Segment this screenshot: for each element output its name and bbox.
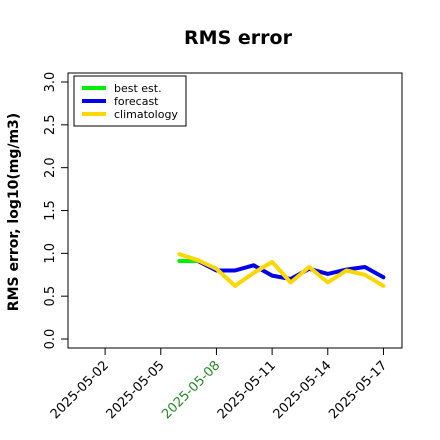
y-axis-label: RMS error, log10(mg/m3) [6,113,22,311]
x-tick-label: 2025-05-11 [215,358,279,422]
chart-title: RMS error [184,27,293,49]
legend-label: best est. [114,82,162,95]
y-tick-label: 0.5 [43,286,58,307]
y-tick-label: 3.0 [43,72,58,93]
x-tick-label: 2025-05-02 [48,358,112,422]
y-tick-label: 2.5 [43,114,58,135]
x-tick-label: 2025-05-08 [159,358,223,422]
legend-label: forecast [114,95,159,108]
y-tick-label: 1.5 [43,200,58,221]
series-line-forecast [195,259,386,281]
x-axis: 2025-05-022025-05-052025-05-082025-05-11… [48,348,390,422]
legend-label: climatology [114,108,178,121]
series-layer [177,252,386,288]
x-tick-label: 2025-05-05 [104,358,168,422]
series-line-climatology [177,252,386,288]
x-tick-label: 2025-05-14 [271,358,335,422]
y-tick-label: 2.0 [43,157,58,178]
y-axis: 0.0 0.5 1.0 1.5 2.0 2.5 3.0 [43,72,68,350]
x-tick-label: 2025-05-17 [326,358,390,422]
y-tick-label: 0.0 [43,329,58,350]
y-tick-label: 1.0 [43,243,58,264]
